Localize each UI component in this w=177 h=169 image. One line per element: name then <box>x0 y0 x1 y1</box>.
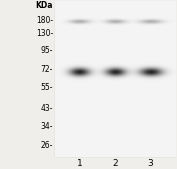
Text: KDa: KDa <box>36 1 53 10</box>
Text: 180-: 180- <box>36 16 53 25</box>
Text: 55-: 55- <box>41 83 53 92</box>
Text: 1: 1 <box>77 159 82 168</box>
Text: 130-: 130- <box>36 29 53 38</box>
Text: 2: 2 <box>112 159 118 168</box>
Text: 72-: 72- <box>41 65 53 74</box>
Text: 43-: 43- <box>41 104 53 113</box>
Text: 26-: 26- <box>41 141 53 150</box>
Bar <box>55 2 175 157</box>
Text: 3: 3 <box>148 159 153 168</box>
Text: 95-: 95- <box>41 46 53 55</box>
Text: 34-: 34- <box>41 122 53 131</box>
